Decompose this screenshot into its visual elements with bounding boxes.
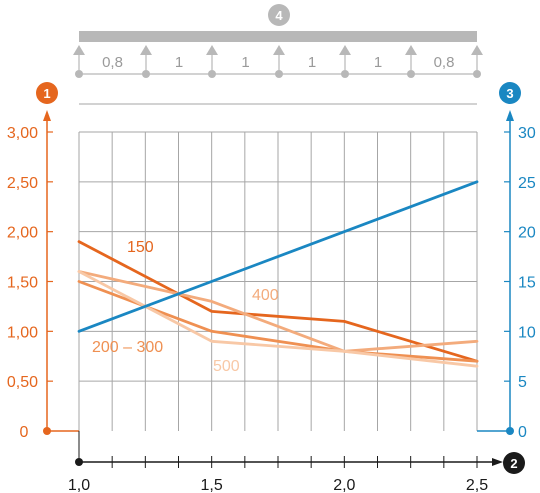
beam-span-label: 1: [241, 54, 249, 71]
series-label: 500: [213, 358, 240, 375]
x-axis-tick-label: 1,0: [68, 477, 90, 493]
x-axis-marker-label: 2: [510, 456, 517, 471]
right-axis-tick-label: 15: [518, 275, 536, 292]
series-lines: [77, 180, 479, 368]
x-axis-arrow: [492, 458, 503, 466]
right-axis-tick-label: 20: [518, 225, 536, 242]
right-axis-origin-dot: [506, 427, 514, 435]
left-axis-tick-label: 2,50: [7, 175, 38, 192]
right-axis-tick-label: 25: [518, 175, 536, 192]
right-axis-tick-label: 0: [518, 424, 527, 441]
left-axis-marker-label: 1: [43, 86, 50, 101]
left-axis-tick-label: 0,50: [7, 374, 38, 391]
left-axis-tick-label: 2,00: [7, 225, 38, 242]
beam-span-label: 1: [374, 54, 382, 71]
right-axis-tick-label: 10: [518, 324, 536, 341]
left-axis-tick-label: 3,00: [7, 125, 38, 142]
beam-marker-badge: [268, 4, 290, 26]
beam-span-label: 1: [175, 54, 183, 71]
left-axis-tick-label: 1,00: [7, 324, 38, 341]
beam-support: [206, 45, 218, 55]
beam-span-label: 1: [308, 54, 316, 71]
beam-span-label: 0,8: [434, 54, 455, 71]
beam-support: [140, 45, 152, 55]
chart-grid: [78, 131, 478, 431]
series-label: 400: [252, 287, 279, 304]
series-label: 200 – 300: [92, 339, 163, 356]
beam-bar: [79, 31, 477, 42]
x-axis-tick-label: 2,0: [333, 477, 355, 493]
x-axis: 1,0 1,5 2,0 2,5 2: [68, 431, 525, 493]
right-axis-arrow: [506, 110, 514, 121]
beam-marker-label: 4: [275, 8, 283, 23]
x-axis-origin-dot: [75, 458, 83, 466]
beam-support: [471, 45, 483, 55]
beam-support: [405, 45, 417, 55]
left-axis-marker-badge: [36, 82, 58, 104]
left-axis-origin-dot: [43, 427, 51, 435]
left-axis-tick-label: 1,50: [7, 275, 38, 292]
right-axis-marker-label: 3: [506, 86, 513, 101]
series-line-400: [77, 270, 479, 353]
x-axis-tick-label: 2,5: [466, 477, 488, 493]
x-axis-tick-label: 1,5: [201, 477, 223, 493]
right-axis-tick-label: 30: [518, 125, 536, 142]
x-axis-marker-badge: [503, 452, 525, 474]
beam-support: [273, 45, 285, 55]
left-axis-tick-label: 0: [20, 424, 29, 441]
series-line-150: [77, 240, 479, 363]
right-axis-marker-badge: [499, 82, 521, 104]
beam-support: [339, 45, 351, 55]
beam-support: [73, 45, 85, 55]
left-axis: 1 0 0,50 1,00 1,50 2,00 2,50 3,00: [7, 82, 79, 441]
right-axis-tick-label: 5: [518, 374, 527, 391]
left-axis-arrow: [43, 110, 51, 121]
series-label: 150: [127, 239, 154, 256]
series-line-blue: [77, 180, 479, 333]
series-labels: 150 200 – 300 400 500: [92, 239, 279, 375]
beam-span-label: 0,8: [102, 54, 123, 71]
beam-diagram: 4 0,8 1 1 1 1 0,8: [73, 4, 483, 105]
